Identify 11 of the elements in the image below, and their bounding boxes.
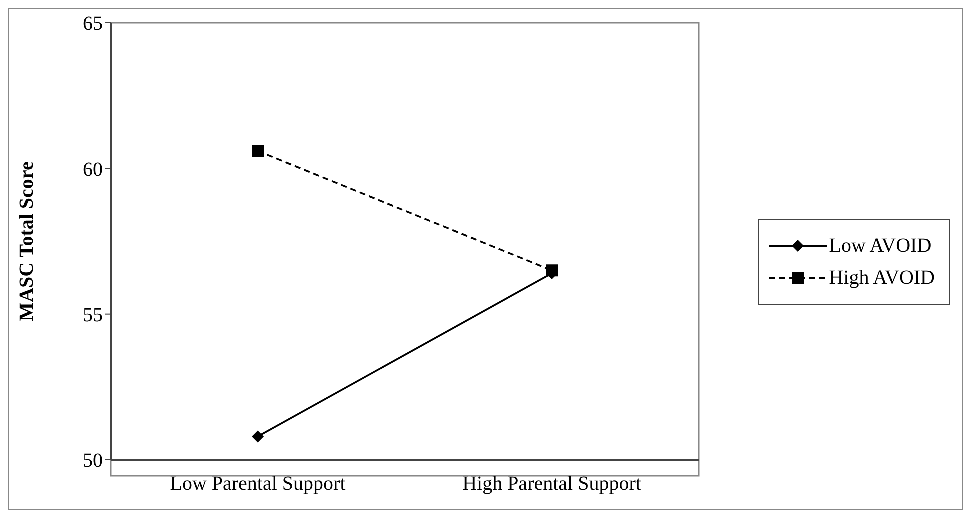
x-tick-label: Low Parental Support (170, 473, 346, 496)
point (252, 145, 264, 158)
y-tick-label: 60 (83, 158, 103, 181)
y-tick-label: 50 (83, 450, 103, 472)
y-axis-title: MASC Total Score (16, 162, 38, 322)
legend-label: Low AVOID (829, 234, 932, 258)
point (252, 430, 264, 443)
legend-label: High AVOID (829, 266, 935, 290)
y-tick-label: 55 (83, 304, 103, 326)
y-tick-label: 65 (83, 13, 103, 36)
x-tick-label: High Parental Support (462, 473, 642, 496)
